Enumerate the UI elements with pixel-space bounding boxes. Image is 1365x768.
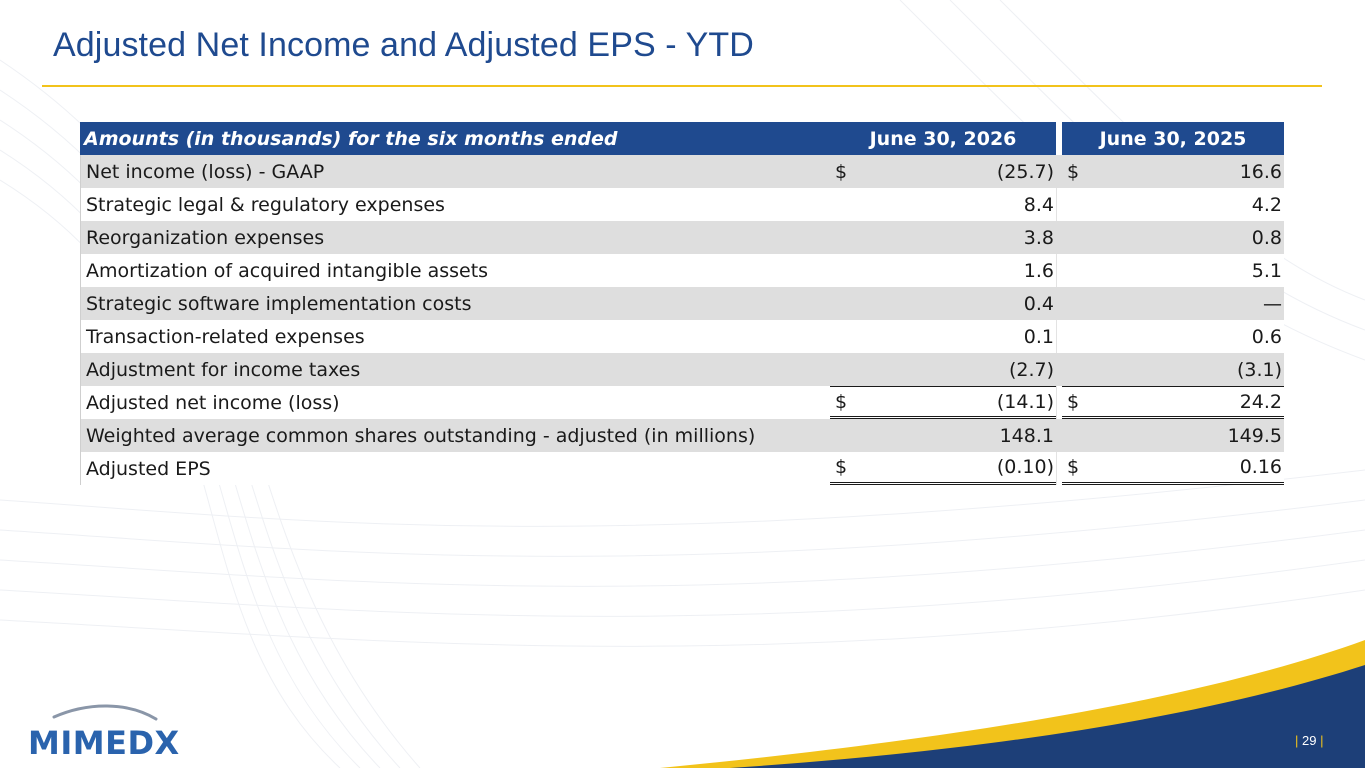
- row-label: Transaction-related expenses: [80, 320, 830, 353]
- value-2025: 5.1: [1062, 254, 1284, 287]
- row-label: Strategic legal & regulatory expenses: [80, 188, 830, 221]
- table-row: Strategic software implementation costs …: [80, 287, 1284, 320]
- value-2026: 1.6: [830, 254, 1056, 287]
- table-row: Weighted average common shares outstandi…: [80, 419, 1284, 452]
- amount: 1.6: [1023, 259, 1054, 282]
- value-2025: 149.5: [1062, 419, 1284, 452]
- value-2026: (2.7): [830, 353, 1056, 386]
- title-divider: [42, 85, 1322, 87]
- row-label: Net income (loss) - GAAP: [80, 155, 830, 188]
- amount: 8.4: [1023, 193, 1054, 216]
- currency-symbol: $: [835, 160, 848, 183]
- table-row: Transaction-related expenses 0.1 0.6: [80, 320, 1284, 353]
- value-2026: $ (25.7): [830, 155, 1056, 188]
- mimedx-logo: MIMEDX: [28, 704, 180, 760]
- table-row: Adjustment for income taxes (2.7) (3.1): [80, 353, 1284, 386]
- page-number-value: 29: [1302, 733, 1317, 748]
- table-row-eps: Adjusted EPS $ (0.10) $0.16: [80, 452, 1284, 485]
- value-2025: (3.1): [1062, 353, 1284, 386]
- amount: 0.8: [1251, 226, 1282, 249]
- logo-arc: [52, 704, 158, 721]
- amount: (14.1): [996, 390, 1054, 413]
- amount: 0.6: [1251, 325, 1282, 348]
- amount: (3.1): [1236, 358, 1282, 381]
- value-2025: —: [1062, 287, 1284, 320]
- currency-symbol: $: [835, 456, 848, 478]
- header-col-2025: June 30, 2025: [1062, 122, 1284, 155]
- amount: 16.6: [1239, 160, 1282, 183]
- row-label: Reorganization expenses: [80, 221, 830, 254]
- amount: 24.2: [1239, 390, 1282, 413]
- value-2025: 0.6: [1062, 320, 1284, 353]
- amount: (2.7): [1008, 358, 1054, 381]
- value-2026: $ (14.1): [830, 386, 1056, 419]
- value-2025: 0.8: [1062, 221, 1284, 254]
- footer-navy-swoosh: [730, 665, 1365, 768]
- currency-symbol: $: [1067, 390, 1080, 413]
- row-label: Adjusted net income (loss): [80, 386, 830, 419]
- amount: 148.1: [999, 424, 1054, 447]
- value-2025: $16.6: [1062, 155, 1284, 188]
- header-description: Amounts (in thousands) for the six month…: [80, 122, 830, 155]
- value-2025: $0.16: [1062, 452, 1284, 485]
- table-row-total: Adjusted net income (loss) $ (14.1) $24.2: [80, 386, 1284, 419]
- row-label: Adjusted EPS: [80, 452, 830, 485]
- row-label: Amortization of acquired intangible asse…: [80, 254, 830, 287]
- value-2026: 148.1: [830, 419, 1056, 452]
- page-number: | 29 |: [1295, 733, 1324, 748]
- amount: 3.8: [1023, 226, 1054, 249]
- value-2026: 8.4: [830, 188, 1056, 221]
- table-row: Strategic legal & regulatory expenses 8.…: [80, 188, 1284, 221]
- row-label: Strategic software implementation costs: [80, 287, 830, 320]
- table-row: Net income (loss) - GAAP $ (25.7) $16.6: [80, 155, 1284, 188]
- table-row: Reorganization expenses 3.8 0.8: [80, 221, 1284, 254]
- value-2026: 0.4: [830, 287, 1056, 320]
- amount: 4.2: [1251, 193, 1282, 216]
- row-label: Weighted average common shares outstandi…: [80, 419, 830, 452]
- currency-symbol: $: [1067, 456, 1080, 478]
- amount: 5.1: [1251, 259, 1282, 282]
- amount: 0.1: [1023, 325, 1054, 348]
- amount: 149.5: [1227, 424, 1282, 447]
- row-label: Adjustment for income taxes: [80, 353, 830, 386]
- slide-title: Adjusted Net Income and Adjusted EPS - Y…: [53, 26, 754, 64]
- table-header-row: Amounts (in thousands) for the six month…: [80, 122, 1284, 155]
- amount: —: [1263, 292, 1282, 315]
- value-2026: $ (0.10): [830, 452, 1056, 485]
- table-row: Amortization of acquired intangible asse…: [80, 254, 1284, 287]
- currency-symbol: $: [835, 390, 848, 413]
- logo-wordmark: MIMEDX: [28, 724, 180, 760]
- currency-symbol: $: [1067, 160, 1080, 183]
- amount: (0.10): [996, 456, 1054, 478]
- amount: 0.16: [1239, 456, 1282, 478]
- adjusted-net-income-table: Amounts (in thousands) for the six month…: [80, 122, 1284, 485]
- amount: 0.4: [1023, 292, 1054, 315]
- value-2025: 4.2: [1062, 188, 1284, 221]
- header-col-2026: June 30, 2026: [830, 122, 1056, 155]
- amount: (25.7): [996, 160, 1054, 183]
- header-gap: [1056, 122, 1062, 155]
- value-2026: 0.1: [830, 320, 1056, 353]
- value-2025: $24.2: [1062, 386, 1284, 419]
- value-2026: 3.8: [830, 221, 1056, 254]
